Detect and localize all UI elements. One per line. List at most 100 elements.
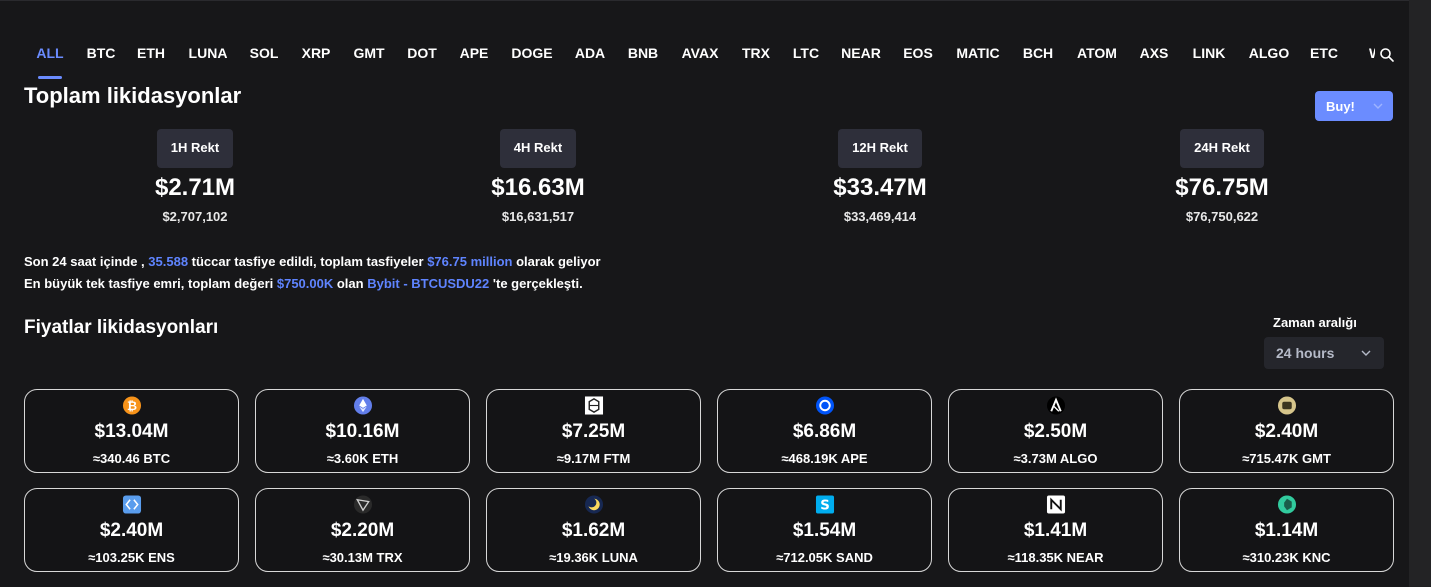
buy-button[interactable]: Buy! — [1315, 91, 1393, 121]
stat-total-exact: $2,707,102 — [162, 209, 228, 224]
tab-near[interactable]: NEAR — [841, 45, 881, 61]
time-range-label: Zaman aralığı — [1273, 315, 1357, 330]
tab-algo[interactable]: ALGO — [1248, 45, 1290, 61]
tab-ada[interactable]: ADA — [574, 45, 606, 61]
coin-card-ape[interactable]: $6.86M ≈468.19K APE — [717, 389, 932, 473]
stat-label[interactable]: 4H Rekt — [499, 129, 577, 168]
coin-card-knc[interactable]: $1.14M ≈310.23K KNC — [1179, 488, 1394, 572]
tab-w[interactable]: W — [1369, 45, 1375, 61]
tab-bch[interactable]: BCH — [1022, 45, 1054, 61]
tron-icon — [353, 495, 372, 514]
summary-text: 'te gerçekleşti. — [489, 276, 583, 291]
coin-card-trx[interactable]: $2.20M ≈30.13M TRX — [255, 488, 470, 572]
coin-card-ftm[interactable]: $7.25M ≈9.17M FTM — [486, 389, 701, 473]
chevron-down-icon — [1373, 103, 1383, 109]
tab-all[interactable]: ALL — [36, 45, 64, 61]
tab-eth[interactable]: ETH — [137, 45, 165, 61]
svg-text:S: S — [820, 498, 830, 513]
liquidation-quantity: ≈310.23K KNC — [1242, 550, 1331, 565]
tab-luna[interactable]: LUNA — [188, 45, 228, 61]
trader-count: 35.588 — [148, 254, 189, 269]
chevron-down-icon — [1361, 350, 1371, 356]
stat-total-short: $16.63M — [491, 174, 585, 201]
stat-total-short: $33.47M — [833, 174, 927, 201]
time-range-select[interactable]: 24 hours — [1264, 337, 1384, 369]
apecoin-icon — [815, 396, 834, 415]
liquidation-quantity: ≈712.05K SAND — [776, 550, 873, 565]
liquidation-quantity: ≈3.73M ALGO — [1013, 451, 1098, 466]
summary-text: En büyük tek tasfiye emri, toplam değeri — [24, 276, 277, 291]
liquidation-quantity: ≈19.36K LUNA — [549, 550, 638, 565]
stat-label[interactable]: 1H Rekt — [156, 129, 234, 168]
coin-card-eth[interactable]: $10.16M ≈3.60K ETH — [255, 389, 470, 473]
stat-1h: 1H Rekt $2.71M $2,707,102 — [85, 129, 305, 224]
tab-btc[interactable]: BTC — [86, 45, 116, 61]
time-range-value: 24 hours — [1276, 345, 1335, 361]
coin-card-near[interactable]: $1.41M ≈118.35K NEAR — [948, 488, 1163, 572]
tab-etc[interactable]: ETC — [1310, 45, 1338, 61]
stat-label[interactable]: 24H Rekt — [1180, 129, 1264, 168]
coin-card-btc[interactable]: ₿ $13.04M ≈340.46 BTC — [24, 389, 239, 473]
section-title: Fiyatlar likidasyonları — [24, 317, 219, 338]
liquidation-amount: $1.62M — [561, 520, 626, 541]
tab-atom[interactable]: ATOM — [1077, 45, 1117, 61]
tab-sol[interactable]: SOL — [249, 45, 279, 61]
tab-bnb[interactable]: BNB — [627, 45, 659, 61]
tab-avax[interactable]: AVAX — [681, 45, 719, 61]
stat-total-exact: $33,469,414 — [843, 209, 917, 224]
stat-label[interactable]: 12H Rekt — [838, 129, 922, 168]
tab-axs[interactable]: AXS — [1139, 45, 1169, 61]
summary-text: olarak geliyor — [512, 254, 601, 269]
tab-link[interactable]: LINK — [1192, 45, 1226, 61]
fantom-icon — [584, 396, 603, 415]
summary-text: Son 24 saat içinde , — [24, 254, 149, 269]
sandbox-icon: S — [815, 495, 834, 514]
stat-total-short: $2.71M — [154, 174, 236, 201]
bitcoin-icon: ₿ — [122, 396, 141, 415]
tab-trx[interactable]: TRX — [742, 45, 770, 61]
coin-card-luna[interactable]: $1.62M ≈19.36K LUNA — [486, 488, 701, 572]
tab-eos[interactable]: EOS — [903, 45, 933, 61]
stat-total-exact: $76,750,622 — [1185, 209, 1259, 224]
summary-line-2: En büyük tek tasfiye emri, toplam değeri… — [24, 273, 601, 295]
stat-total-short: $76.75M — [1175, 174, 1269, 201]
liquidation-amount: $13.04M — [94, 421, 169, 442]
summary-line-1: Son 24 saat içinde , 35.588 tüccar tasfi… — [24, 251, 601, 273]
coin-card-ens[interactable]: $2.40M ≈103.25K ENS — [24, 488, 239, 572]
page-title: Toplam likidasyonlar — [24, 83, 242, 108]
tab-dot[interactable]: DOT — [407, 45, 437, 61]
page-scroll-area — [1409, 0, 1431, 586]
liquidation-summary: Son 24 saat içinde , 35.588 tüccar tasfi… — [24, 251, 601, 295]
liquidation-amount: $1.41M — [1023, 520, 1088, 541]
near-icon — [1046, 495, 1065, 514]
liquidation-quantity: ≈9.17M FTM — [556, 451, 631, 466]
coin-card-gmt[interactable]: $2.40M ≈715.47K GMT — [1179, 389, 1394, 473]
ens-icon — [122, 495, 141, 514]
stat-4h: 4H Rekt $16.63M $16,631,517 — [428, 129, 648, 224]
largest-order-pair[interactable]: Bybit - BTCUSDU22 — [367, 276, 490, 291]
coin-card-algo[interactable]: $2.50M ≈3.73M ALGO — [948, 389, 1163, 473]
summary-text: olan — [333, 276, 368, 291]
coin-card-sand[interactable]: S $1.54M ≈712.05K SAND — [717, 488, 932, 572]
tab-doge[interactable]: DOGE — [511, 45, 553, 61]
tab-gmt[interactable]: GMT — [353, 45, 385, 61]
liquidation-quantity: ≈3.60K ETH — [326, 451, 399, 466]
active-tab-indicator — [38, 76, 62, 79]
liquidation-quantity: ≈118.35K NEAR — [1007, 550, 1104, 565]
search-icon[interactable] — [1379, 47, 1395, 63]
svg-text:₿: ₿ — [126, 399, 136, 413]
kyber-network-icon — [1277, 495, 1296, 514]
liquidation-quantity: ≈30.13M TRX — [322, 550, 403, 565]
algorand-icon — [1046, 396, 1065, 415]
coin-tabs: ALL BTC ETH LUNA SOL XRP GMT DOT APE DOG… — [0, 37, 1375, 81]
largest-order-value: $750.00K — [276, 276, 334, 291]
liquidation-amount: $7.25M — [561, 421, 626, 442]
stepn-icon — [1277, 396, 1296, 415]
liquidation-amount: $2.50M — [1023, 421, 1088, 442]
summary-text: tüccar tasfiye edildi, toplam tasfiyeler — [188, 254, 428, 269]
tab-xrp[interactable]: XRP — [301, 45, 331, 61]
tab-ltc[interactable]: LTC — [792, 45, 820, 61]
tab-ape[interactable]: APE — [459, 45, 489, 61]
tab-matic[interactable]: MATIC — [956, 45, 1000, 61]
